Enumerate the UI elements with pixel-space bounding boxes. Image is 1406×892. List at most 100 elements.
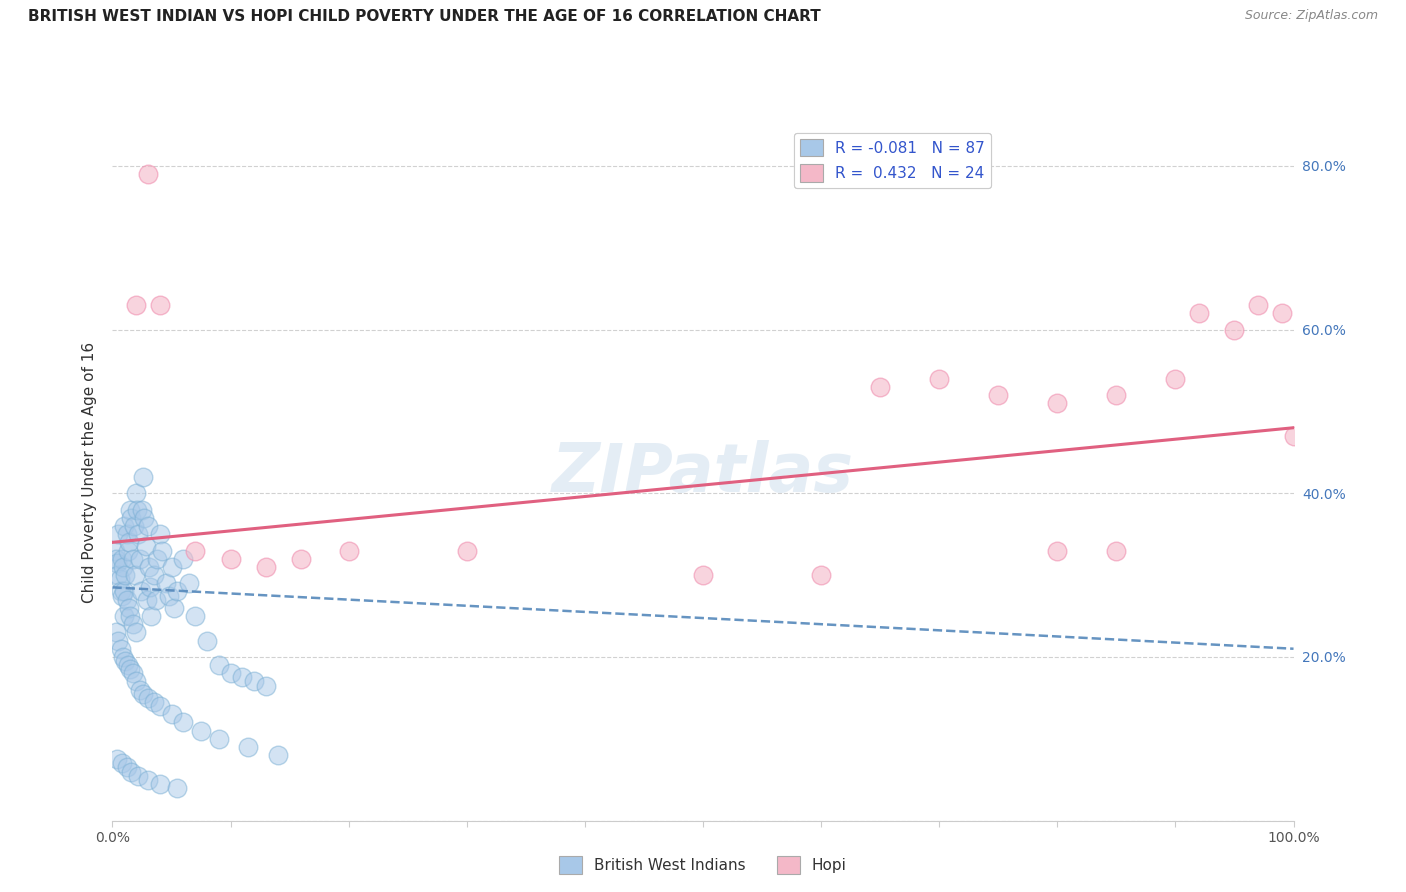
Point — [128, 551, 150, 566]
Point — [1223, 322, 1246, 336]
Point — [107, 633, 129, 648]
Point — [337, 543, 360, 558]
Point — [987, 388, 1010, 402]
Point — [136, 772, 159, 787]
Point — [115, 760, 138, 774]
Point — [1282, 429, 1305, 443]
Point — [1046, 396, 1069, 410]
Point — [107, 568, 129, 582]
Point — [135, 540, 157, 554]
Point — [120, 510, 142, 524]
Point — [105, 752, 128, 766]
Point — [190, 723, 212, 738]
Point — [254, 679, 277, 693]
Point — [149, 298, 172, 312]
Point — [1105, 543, 1128, 558]
Point — [1247, 298, 1270, 312]
Point — [129, 584, 152, 599]
Point — [267, 748, 290, 763]
Point — [166, 584, 188, 599]
Point — [128, 682, 150, 697]
Point — [125, 298, 148, 312]
Point — [111, 756, 134, 771]
Legend: R = -0.081   N = 87, R =  0.432   N = 24: R = -0.081 N = 87, R = 0.432 N = 24 — [793, 133, 991, 187]
Text: ZIPatlas: ZIPatlas — [553, 440, 853, 506]
Point — [142, 695, 165, 709]
Point — [120, 764, 142, 779]
Point — [139, 580, 162, 594]
Point — [136, 167, 159, 181]
Point — [142, 568, 165, 582]
Point — [869, 380, 891, 394]
Point — [117, 658, 139, 673]
Point — [160, 707, 183, 722]
Point — [112, 584, 135, 599]
Point — [122, 519, 145, 533]
Point — [111, 589, 134, 603]
Point — [125, 625, 148, 640]
Legend: British West Indians, Hopi: British West Indians, Hopi — [553, 850, 853, 880]
Point — [125, 486, 148, 500]
Point — [136, 519, 159, 533]
Point — [120, 662, 142, 676]
Point — [115, 592, 138, 607]
Point — [112, 519, 135, 533]
Point — [172, 551, 194, 566]
Point — [108, 572, 131, 586]
Point — [149, 527, 172, 541]
Point — [146, 551, 169, 566]
Point — [135, 592, 157, 607]
Point — [155, 576, 177, 591]
Point — [810, 568, 832, 582]
Point — [121, 617, 143, 632]
Point — [120, 609, 142, 624]
Point — [112, 649, 135, 664]
Point — [195, 633, 218, 648]
Point — [1271, 306, 1294, 320]
Point — [254, 560, 277, 574]
Point — [149, 699, 172, 714]
Point — [120, 502, 142, 516]
Point — [105, 625, 128, 640]
Point — [105, 551, 128, 566]
Point — [145, 592, 167, 607]
Point — [150, 543, 173, 558]
Point — [132, 687, 155, 701]
Point — [1164, 371, 1187, 385]
Text: Source: ZipAtlas.com: Source: ZipAtlas.com — [1244, 9, 1378, 22]
Point — [136, 690, 159, 705]
Point — [208, 658, 231, 673]
Point — [141, 609, 163, 624]
Point — [163, 600, 186, 615]
Point — [179, 576, 201, 591]
Point — [149, 777, 172, 791]
Point — [132, 470, 155, 484]
Point — [184, 543, 207, 558]
Point — [110, 641, 132, 656]
Point — [166, 780, 188, 795]
Point — [110, 584, 132, 599]
Y-axis label: Child Poverty Under the Age of 16: Child Poverty Under the Age of 16 — [82, 343, 97, 603]
Point — [456, 543, 478, 558]
Point — [157, 589, 180, 603]
Point — [127, 769, 149, 783]
Point — [115, 527, 138, 541]
Point — [928, 371, 950, 385]
Point — [117, 543, 139, 558]
Point — [160, 560, 183, 574]
Point — [125, 674, 148, 689]
Point — [114, 568, 136, 582]
Point — [238, 739, 260, 754]
Point — [1188, 306, 1211, 320]
Point — [112, 609, 135, 624]
Point — [104, 543, 127, 558]
Point — [184, 609, 207, 624]
Point — [127, 502, 149, 516]
Point — [107, 527, 129, 541]
Point — [121, 666, 143, 681]
Point — [127, 527, 149, 541]
Point — [118, 600, 141, 615]
Point — [219, 666, 242, 681]
Point — [290, 551, 312, 566]
Point — [208, 731, 231, 746]
